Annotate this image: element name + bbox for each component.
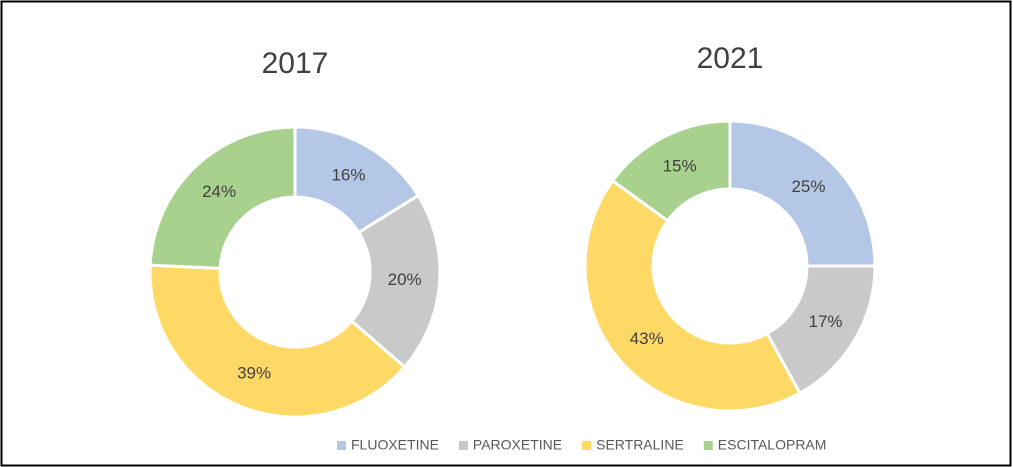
slice xyxy=(148,263,407,419)
data-label: 20% xyxy=(388,270,422,289)
legend-label: SERTRALINE xyxy=(596,437,684,453)
data-label: 16% xyxy=(331,165,365,184)
slice xyxy=(349,193,442,370)
data-label: 39% xyxy=(237,364,271,383)
data-label: 25% xyxy=(791,177,825,196)
legend-label: PAROXETINE xyxy=(473,437,562,453)
chart-title: 2021 xyxy=(697,42,764,75)
legend-swatch xyxy=(582,441,592,450)
data-label: 15% xyxy=(663,157,697,176)
legend-label: ESCITALOPRAM xyxy=(718,437,827,453)
legend-label: FLUOXETINE xyxy=(351,437,439,453)
legend-swatch xyxy=(458,441,468,450)
chart-title: 2017 xyxy=(262,47,329,80)
slice xyxy=(610,119,732,223)
data-label: 43% xyxy=(630,329,664,348)
slice xyxy=(728,119,877,268)
slice xyxy=(583,178,802,413)
data-label: 17% xyxy=(809,312,843,331)
data-label: 24% xyxy=(202,182,236,201)
slice xyxy=(148,125,297,271)
legend-swatch xyxy=(337,441,346,450)
legend-swatch xyxy=(703,441,713,450)
